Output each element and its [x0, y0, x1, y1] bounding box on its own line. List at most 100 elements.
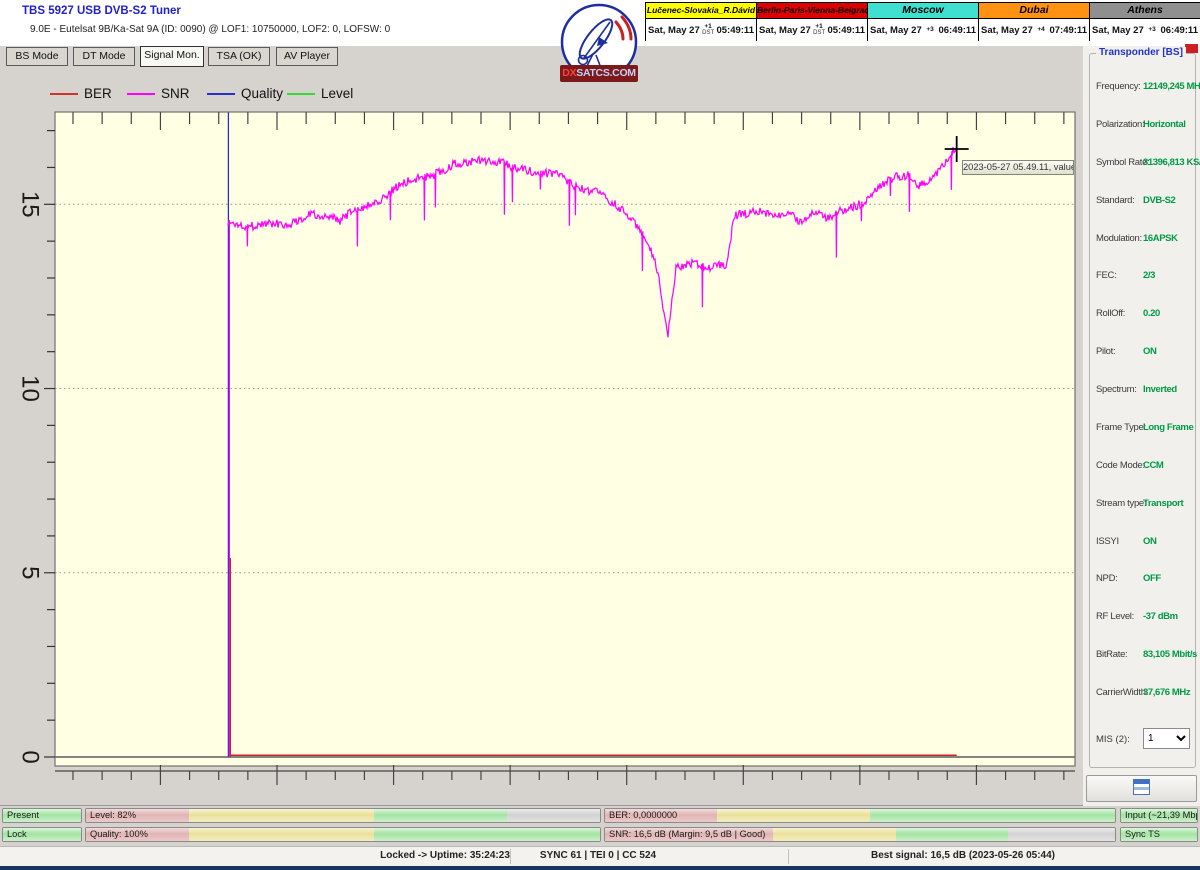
transponder-group: Transponder [BS] Frequency: 12149,245 MHz…	[1089, 47, 1200, 768]
chart-tooltip-text: 2023-05-27 05.49.11, value: 16,5	[963, 162, 1073, 172]
status-bar: Locked -> Uptime: 35:24:23 SYNC 61 | TEI…	[0, 846, 1200, 866]
row-label: Frequency:	[1096, 81, 1141, 92]
row-label: Symbol Rate:	[1096, 156, 1150, 168]
bar-segment-green	[1121, 809, 1197, 822]
row-label: Spectrum:	[1096, 384, 1137, 395]
clock-time: Sat, May 27 +3 06:49:11	[868, 19, 978, 41]
row-label: Pilot:	[1096, 346, 1116, 358]
tab-dt-mode[interactable]: DT Mode	[73, 47, 135, 66]
legend-line-icon	[287, 93, 315, 95]
transponder-row-frequency: Frequency: 12149,245 MHz	[1090, 81, 1200, 94]
row-value: 0.20	[1143, 308, 1160, 320]
transponder-row-symbol-rate: Symbol Rate: 31396,813 KS/s	[1090, 156, 1200, 170]
legend-line-icon	[50, 93, 78, 95]
bar-segment-green	[3, 828, 81, 841]
row-label: FEC:	[1096, 270, 1117, 282]
uptime-status: Locked -> Uptime: 35:24:23	[380, 850, 510, 861]
mis-select[interactable]: 1	[1143, 728, 1190, 749]
bar-segment-yellow	[188, 809, 374, 822]
tab-av-player[interactable]: AV Player	[276, 47, 338, 66]
svg-text:15: 15	[17, 191, 44, 218]
row-label: Code Mode:	[1096, 459, 1145, 471]
bar-label: Sync TS	[1125, 829, 1160, 839]
row-value: 31396,813 KS/s	[1143, 156, 1200, 168]
statusbar-divider	[510, 849, 511, 864]
bar-label: Quality: 100%	[90, 829, 148, 839]
ts-dialog-button[interactable]	[1086, 775, 1197, 802]
tab-signal-mon-[interactable]: Signal Mon.	[140, 46, 204, 67]
clock-moscow: Moscow Sat, May 27 +3 06:49:11	[867, 2, 979, 41]
transponder-row-issyi: ISSYI ON	[1090, 536, 1195, 549]
signal-bar-input-21-39-mbps-: Input (~21,39 Mbps)	[1120, 808, 1198, 823]
row-value: -37 dBm	[1143, 611, 1178, 623]
row-value: DVB-S2	[1143, 194, 1176, 206]
bar-segment-yellow	[717, 809, 871, 822]
row-label: CarrierWidth:	[1096, 687, 1149, 698]
transponder-row-frame-type: Frame Type: Long Frame	[1090, 422, 1195, 435]
row-value: OFF	[1143, 573, 1161, 585]
bar-label: BER: 0,0000000	[609, 810, 678, 820]
clock-time: Sat, May 27 +3 06:49:11	[1090, 19, 1200, 41]
row-value: Inverted	[1143, 384, 1177, 395]
bar-segment-gray	[507, 809, 600, 822]
row-label: Polarization:	[1096, 118, 1145, 130]
tab-tsa-ok-[interactable]: TSA (OK)	[208, 47, 270, 66]
legend-label: Level	[321, 86, 354, 101]
legend-item-level: Level	[287, 86, 367, 101]
mis-label: MIS (2):	[1096, 734, 1130, 745]
row-value: 12149,245 MHz	[1143, 81, 1200, 92]
signal-bar-ber: BER: 0,0000000	[604, 808, 1116, 823]
transponder-row-fec: FEC: 2/3	[1090, 270, 1195, 283]
row-label: Standard:	[1096, 194, 1135, 206]
transponder-row-spectrum: Spectrum: Inverted	[1090, 384, 1195, 397]
clock-city-label: Dubai	[979, 3, 1089, 19]
clock-berlin-paris-vienna-belgrade: Berlin-Paris-Vienna-Belgrade Sat, May 27 +…	[756, 2, 868, 41]
legend-line-icon	[127, 93, 155, 95]
transponder-row-rf-level: RF Level: -37 dBm	[1090, 611, 1195, 624]
legend-label: SNR	[161, 86, 190, 101]
signal-bar-sync-ts: Sync TS	[1120, 827, 1198, 842]
transponder-row-bitrate: BitRate: 83,105 Mbit/s	[1090, 649, 1197, 662]
signal-bar-lock: Lock	[2, 827, 82, 842]
clock-city-label: Berlin-Paris-Vienna-Belgrade	[757, 3, 867, 19]
bar-segment-green	[3, 809, 81, 822]
clock-city-label: Lučenec-Slovakia_R.Dávid	[646, 3, 756, 19]
bar-segment-green	[870, 809, 1115, 822]
row-value: CCM	[1143, 459, 1164, 471]
row-label: RollOff:	[1096, 308, 1126, 320]
row-label: Stream type:	[1096, 497, 1147, 509]
clock-city-label: Moscow	[868, 3, 978, 19]
row-value: 83,105 Mbit/s	[1143, 649, 1197, 661]
logo-text-rest: SATCS.COM	[576, 67, 636, 79]
row-value: ON	[1143, 535, 1157, 547]
row-value: Long Frame	[1143, 421, 1194, 433]
signal-bar-quality: Quality: 100%	[85, 827, 601, 842]
row-value: ON	[1143, 346, 1157, 358]
transponder-row-code-mode: Code Mode: CCM	[1090, 460, 1195, 473]
svg-text:0: 0	[17, 750, 44, 763]
transponder-row-npd: NPD: OFF	[1090, 573, 1195, 586]
clock-time: Sat, May 27 +4 07:49:11	[979, 19, 1089, 41]
clock-lu-enec-slovakia-r-d-vid: Lučenec-Slovakia_R.Dávid Sat, May 27 +1 DST…	[645, 2, 757, 41]
clock-time: Sat, May 27 +1 DST 05:49:11	[757, 19, 867, 41]
transponder-group-title: Transponder [BS]	[1096, 47, 1186, 58]
ts-window-icon	[1133, 779, 1150, 795]
bar-segment-green	[373, 828, 600, 841]
bar-label: Lock	[7, 829, 27, 839]
row-label: ISSYI	[1096, 535, 1119, 547]
transponder-row-standard: Standard: DVB-S2	[1090, 195, 1195, 208]
clock-athens: Athens Sat, May 27 +3 06:49:11	[1089, 2, 1200, 41]
signal-monitor-chart[interactable]: 0 5 10 15	[0, 68, 1083, 806]
legend-label: Quality	[241, 86, 284, 101]
signal-bar-snr: SNR: 16,5 dB (Margin: 9,5 dB | Good)	[604, 827, 1116, 842]
header: TBS 5927 USB DVB-S2 Tuner 9.0E - Eutelsa…	[0, 0, 1200, 82]
transponder-row-modulation: Modulation: 16APSK	[1090, 233, 1195, 246]
bar-segment-pink	[605, 809, 718, 822]
row-value: Horizontal	[1143, 118, 1186, 130]
satellite-dish-icon	[560, 3, 638, 81]
row-label: BitRate:	[1096, 649, 1128, 661]
logo-banner: DXSATCS.COM	[560, 65, 638, 82]
signal-bar-level: Level: 82%	[85, 808, 601, 823]
bar-segment-pink	[86, 828, 189, 841]
tab-bs-mode[interactable]: BS Mode	[6, 47, 68, 66]
